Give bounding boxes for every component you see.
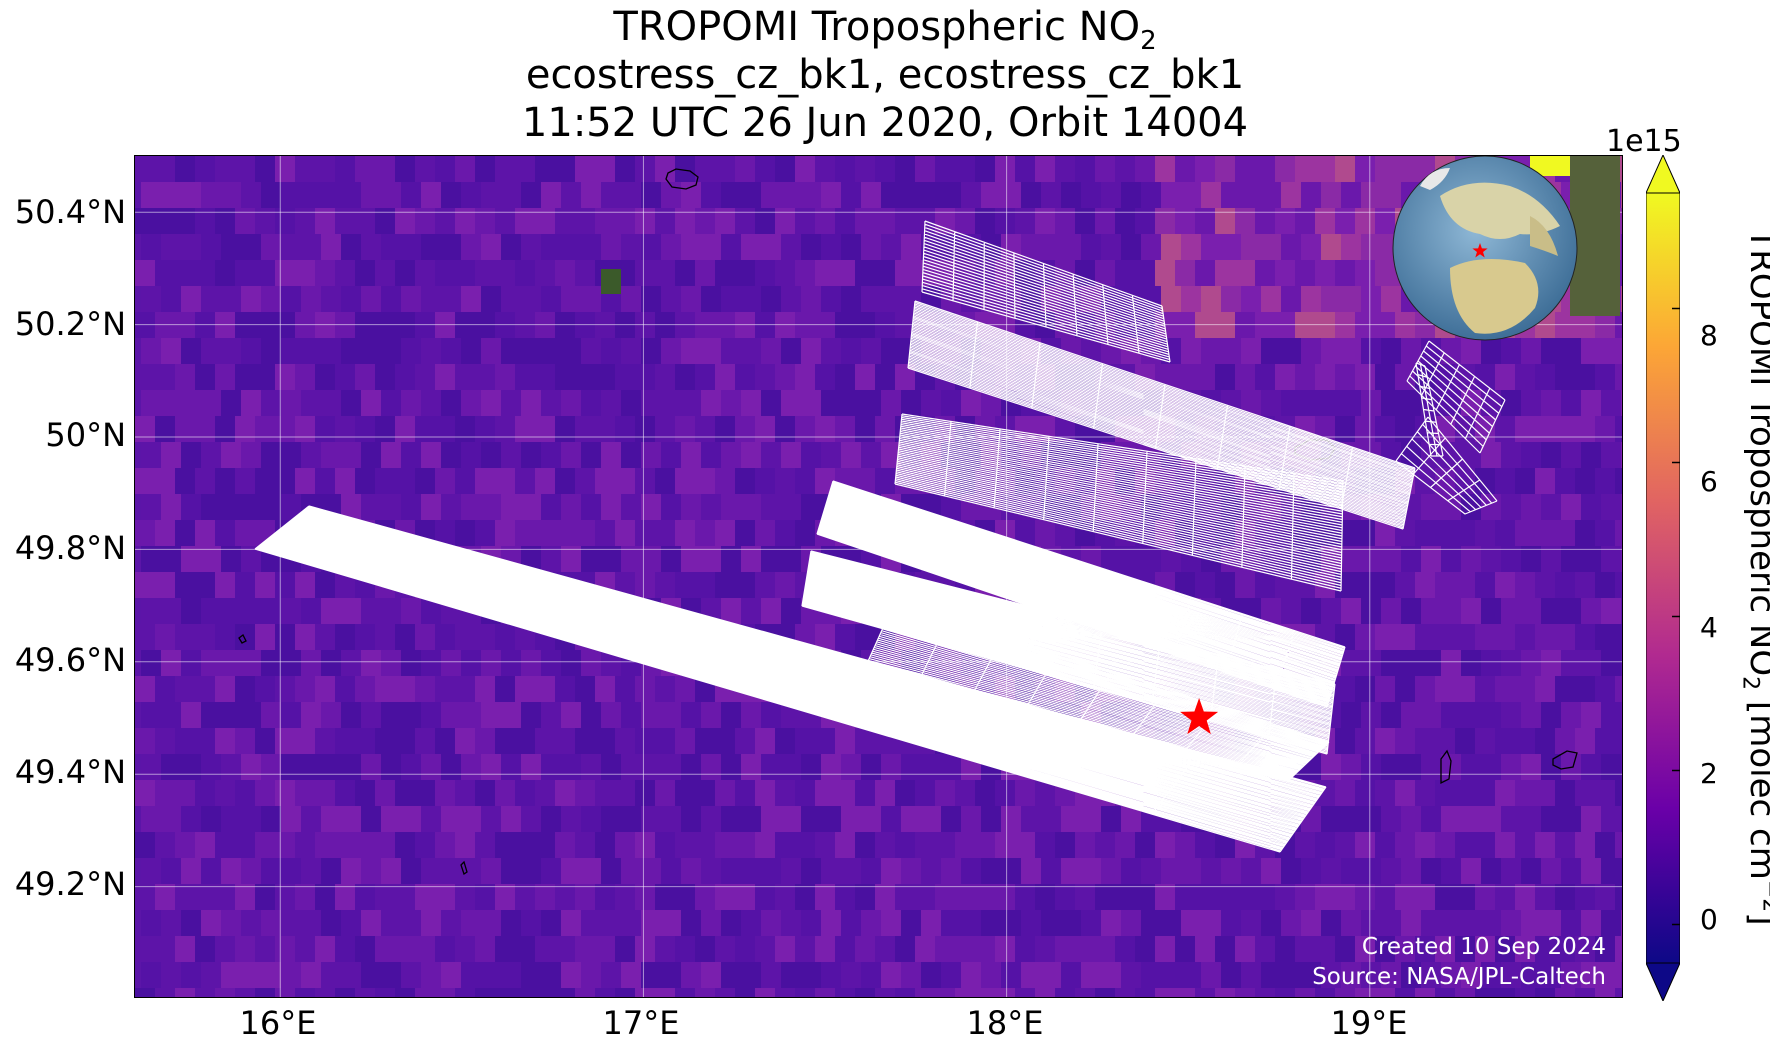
colorbar-tick-label: 2 bbox=[1700, 757, 1718, 790]
colorbar-title: TROPOMI Tropospheric NO2 [molec cm−2] bbox=[1737, 228, 1770, 925]
target-star-icon bbox=[1180, 698, 1219, 735]
x-tick-label: 17°E bbox=[602, 1004, 680, 1042]
colorbar-extend-min bbox=[1646, 962, 1680, 1001]
y-tick-label: 50°N bbox=[45, 416, 126, 454]
created-credit: Created 10 Sep 2024 bbox=[1361, 934, 1606, 960]
x-tick-label: 19°E bbox=[1330, 1004, 1408, 1042]
colorbar-extend-max bbox=[1646, 155, 1680, 194]
map-panel[interactable]: Created 10 Sep 2024 Source: NASA/JPL-Cal… bbox=[134, 155, 1623, 998]
colorbar-tick-label: 0 bbox=[1700, 903, 1718, 936]
y-tick-label: 49.2°N bbox=[14, 865, 126, 903]
swath-grid bbox=[801, 550, 1336, 755]
colorbar-tick-label: 8 bbox=[1700, 319, 1718, 352]
colorbar bbox=[1646, 155, 1680, 1001]
swath-grid bbox=[1415, 362, 1444, 457]
swath-grid bbox=[907, 300, 1416, 530]
ecostress-swaths bbox=[254, 220, 1506, 853]
y-tick-label: 49.8°N bbox=[14, 529, 126, 567]
star-icon bbox=[1180, 698, 1219, 735]
y-tick-label: 50.4°N bbox=[14, 193, 126, 231]
swath-grid bbox=[894, 413, 1344, 592]
map-title-line2: ecostress_cz_bk1, ecostress_cz_bk1 bbox=[525, 52, 1245, 98]
map-svg bbox=[135, 156, 1622, 997]
swath-grid bbox=[921, 220, 1171, 363]
y-tick-label: 49.4°N bbox=[14, 753, 126, 791]
y-tick-label: 50.2°N bbox=[14, 305, 126, 343]
colorbar-tick-label: 4 bbox=[1700, 611, 1718, 644]
missing-data-patch bbox=[601, 269, 621, 294]
inset-globe bbox=[1392, 156, 1620, 341]
colorbar-tick-label: 6 bbox=[1700, 465, 1718, 498]
y-tick-label: 49.6°N bbox=[14, 641, 126, 679]
swath-grid bbox=[254, 505, 1327, 853]
swath-grid bbox=[1395, 416, 1498, 515]
swath-grid bbox=[1406, 340, 1506, 454]
star-icon bbox=[1472, 243, 1488, 258]
x-tick-label: 18°E bbox=[966, 1004, 1044, 1042]
map-title-line1: TROPOMI Tropospheric NO2 bbox=[613, 4, 1157, 56]
map-title-line3: 11:52 UTC 26 Jun 2020, Orbit 14004 bbox=[521, 100, 1249, 146]
inset-star-icon bbox=[1472, 243, 1488, 258]
swath-grid bbox=[859, 600, 1330, 782]
x-tick-label: 16°E bbox=[239, 1004, 317, 1042]
source-credit: Source: NASA/JPL-Caltech bbox=[1312, 964, 1606, 990]
colorbar-scale-label: 1e15 bbox=[1606, 124, 1682, 159]
